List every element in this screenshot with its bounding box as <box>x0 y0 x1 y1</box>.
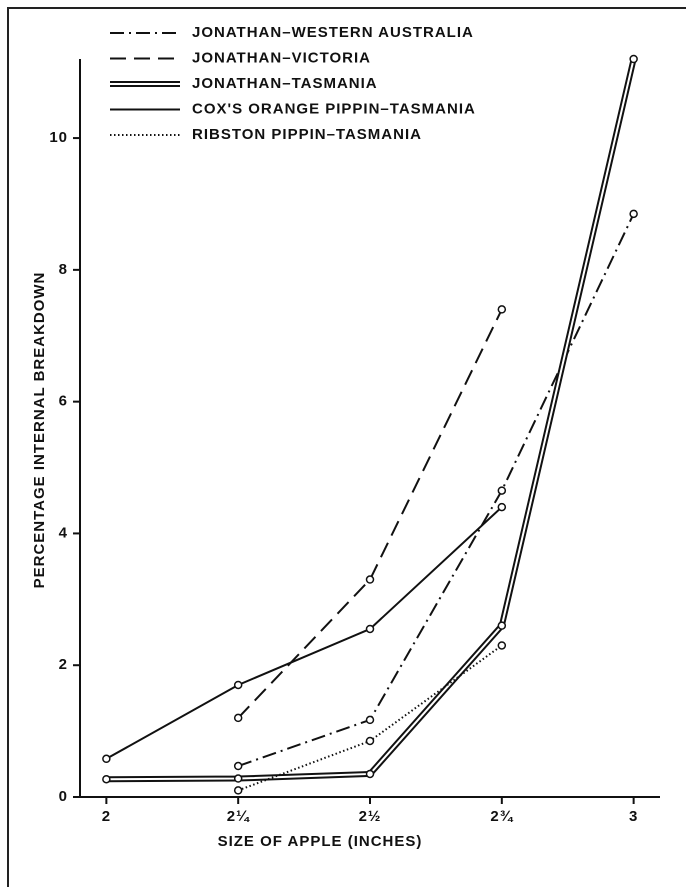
frame <box>7 7 686 887</box>
legend-label: RIBSTON PIPPIN–TASMANIA <box>192 126 422 143</box>
point <box>233 713 243 723</box>
point <box>365 769 375 779</box>
x-tick-label: 3 <box>629 808 638 825</box>
x-tick-label: 2¼ <box>227 808 250 825</box>
line <box>237 308 503 719</box>
point <box>497 305 507 314</box>
point <box>629 54 638 64</box>
legend-label: JONATHAN–WESTERN AUSTRALIA <box>192 24 474 41</box>
point <box>365 624 375 634</box>
line-outer <box>106 58 637 783</box>
point <box>365 715 375 725</box>
point <box>365 736 375 746</box>
point <box>102 774 111 784</box>
point <box>497 502 507 512</box>
x-tick-label: 2½ <box>359 808 382 825</box>
point <box>233 786 243 795</box>
point <box>233 774 243 783</box>
y-axis-label: PERCENTAGE INTERNAL BREAKDOWN <box>31 272 48 589</box>
x-tick-label: 2¾ <box>490 808 513 825</box>
y-tick-label: 2 <box>59 656 68 673</box>
line <box>237 213 635 767</box>
point <box>233 761 243 771</box>
point <box>497 486 507 495</box>
y-tick-label: 8 <box>59 261 68 278</box>
point <box>102 754 111 764</box>
y-tick-label: 4 <box>59 524 68 541</box>
x-axis-label: SIZE OF APPLE (INCHES) <box>218 833 423 850</box>
legend-label: COX'S ORANGE PIPPIN–TASMANIA <box>192 100 476 117</box>
point <box>233 680 243 690</box>
point <box>497 641 507 650</box>
point <box>497 621 507 630</box>
legend-label: JONATHAN–TASMANIA <box>192 75 378 92</box>
legend-label: JONATHAN–VICTORIA <box>192 49 371 66</box>
y-tick-label: 0 <box>59 788 68 805</box>
point <box>365 575 375 584</box>
x-tick-label: 2 <box>102 808 111 825</box>
line <box>105 506 503 760</box>
y-tick-label: 6 <box>59 393 68 410</box>
y-tick-label: 10 <box>49 129 68 146</box>
point <box>629 209 638 219</box>
line-inner <box>106 58 635 781</box>
